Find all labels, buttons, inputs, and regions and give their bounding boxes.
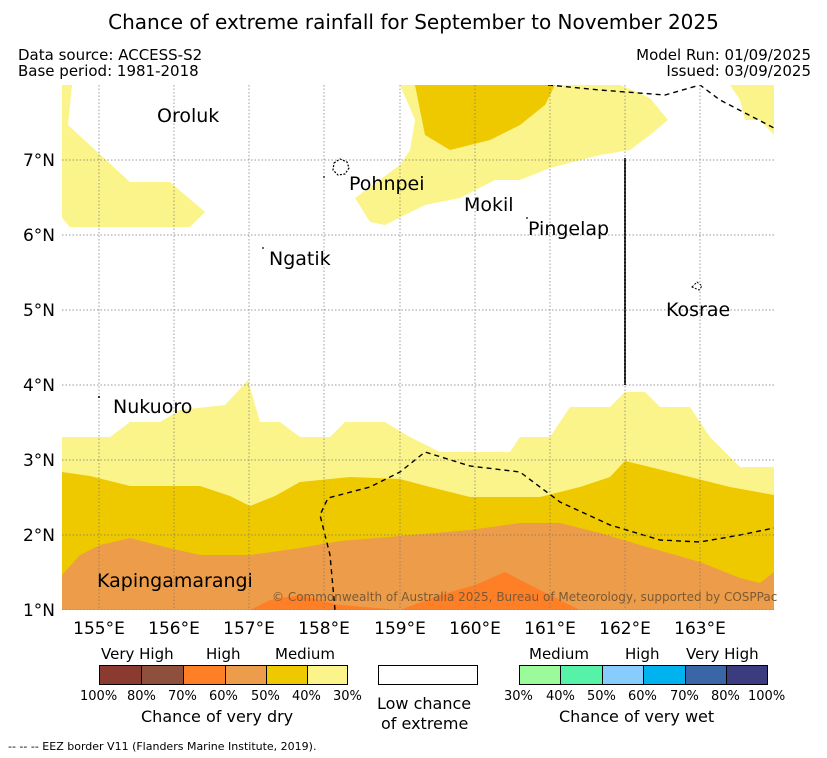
place-pohnpei: Pohnpei [349, 173, 425, 195]
eez-border-north [547, 85, 774, 129]
ngatik-dot [262, 247, 264, 249]
wet-tick-30: 30% [504, 689, 533, 704]
kosrae-island [691, 281, 703, 291]
eez-border-south [319, 451, 774, 610]
lon-label-161e: 161°E [524, 619, 576, 639]
gridlines [62, 85, 774, 610]
lon-label-160e: 160°E [449, 619, 501, 639]
lat-label-6n: 6°N [23, 226, 55, 246]
map-area [62, 85, 774, 610]
south-dry-orange-band [62, 523, 774, 610]
dry-swatch-80-70 [141, 665, 184, 685]
place-kosrae: Kosrae [666, 299, 730, 321]
south-dry-deep-orange-band [250, 572, 580, 610]
dry-tick-60: 60% [209, 689, 238, 704]
pohnpei-reef-dot [323, 176, 325, 178]
low-chance-caption-1: Low chance [377, 694, 472, 713]
wet-swatch-60-70 [643, 665, 686, 685]
north-medium-dry-region [62, 85, 205, 227]
lon-label-156e: 156°E [148, 619, 200, 639]
dry-header-high: High [206, 645, 241, 663]
lat-axis: 7°N 6°N 5°N 4°N 3°N 2°N 1°N [23, 151, 55, 621]
copyright-text: © Commonwealth of Australia 2025, Bureau… [272, 590, 777, 604]
north-high-dry-region [415, 85, 555, 150]
dry-tick-100: 100% [80, 689, 118, 704]
model-run: Model Run: 01/09/2025 [636, 46, 811, 64]
wet-swatch-80-100 [726, 665, 768, 685]
lat-label-1n: 1°N [23, 601, 55, 621]
wet-tick-100: 100% [748, 689, 786, 704]
place-kapingamarangi: Kapingamarangi [97, 570, 253, 592]
wet-tick-50: 50% [587, 689, 616, 704]
lat-label-7n: 7°N [23, 151, 55, 171]
lat-label-2n: 2°N [23, 526, 55, 546]
pohnpei-island [332, 158, 350, 176]
wet-swatch-50-60 [602, 665, 644, 685]
dry-tick-70: 70% [168, 689, 197, 704]
wet-swatch-40-50 [560, 665, 603, 685]
place-oroluk: Oroluk [157, 105, 219, 127]
mokil-dot [526, 217, 528, 219]
place-pingelap: Pingelap [528, 218, 609, 240]
dry-header-very-high: Very High [101, 645, 174, 663]
wet-tick-80: 80% [711, 689, 740, 704]
base-period: Base period: 1981-2018 [18, 62, 199, 80]
wet-header-very-high: Very High [686, 645, 759, 663]
place-nukuoro: Nukuoro [113, 396, 192, 418]
wet-swatch-30-40 [519, 665, 561, 685]
wet-tick-70: 70% [670, 689, 699, 704]
lon-axis: 155°E 156°E 157°E 158°E 159°E 160°E 161°… [73, 619, 726, 639]
wet-swatch-70-80 [685, 665, 727, 685]
dry-caption: Chance of very dry [141, 707, 294, 726]
wet-caption: Chance of very wet [559, 707, 715, 726]
lon-label-158e: 158°E [298, 619, 350, 639]
eez-border-note: -- -- -- EEZ border V11 (Flanders Marine… [8, 740, 317, 753]
lon-label-155e: 155°E [73, 619, 125, 639]
nukuoro-dot [98, 396, 100, 398]
wet-header-high: High [625, 645, 660, 663]
dry-swatch-50-40 [266, 665, 308, 685]
low-chance-caption-2: of extreme [381, 714, 469, 733]
issued-date: Issued: 03/09/2025 [666, 62, 811, 80]
dry-tick-80: 80% [127, 689, 156, 704]
low-chance-swatch [378, 665, 478, 685]
lat-label-3n: 3°N [23, 451, 55, 471]
map-title: Chance of extreme rainfall for September… [108, 10, 719, 34]
dry-tick-30: 30% [333, 689, 362, 704]
dry-swatch-60-50 [225, 665, 267, 685]
lat-label-5n: 5°N [23, 301, 55, 321]
lon-label-162e: 162°E [599, 619, 651, 639]
dry-swatch-70-60 [183, 665, 226, 685]
lat-label-4n: 4°N [23, 376, 55, 396]
lon-label-159e: 159°E [374, 619, 426, 639]
wet-header-medium: Medium [529, 645, 589, 663]
dry-header-medium: Medium [275, 645, 335, 663]
lon-label-163e: 163°E [674, 619, 726, 639]
data-source: Data source: ACCESS-S2 [18, 46, 203, 64]
place-ngatik: Ngatik [269, 248, 331, 270]
place-labels: Oroluk Pohnpei Mokil Pingelap Ngatik Kos… [97, 105, 730, 592]
place-mokil: Mokil [464, 194, 514, 216]
wet-tick-60: 60% [628, 689, 657, 704]
dry-swatch-100-80 [99, 665, 142, 685]
dry-tick-40: 40% [292, 689, 321, 704]
dry-swatch-40-30 [307, 665, 348, 685]
lon-label-157e: 157°E [223, 619, 275, 639]
wet-tick-40: 40% [546, 689, 575, 704]
dry-tick-50: 50% [251, 689, 280, 704]
